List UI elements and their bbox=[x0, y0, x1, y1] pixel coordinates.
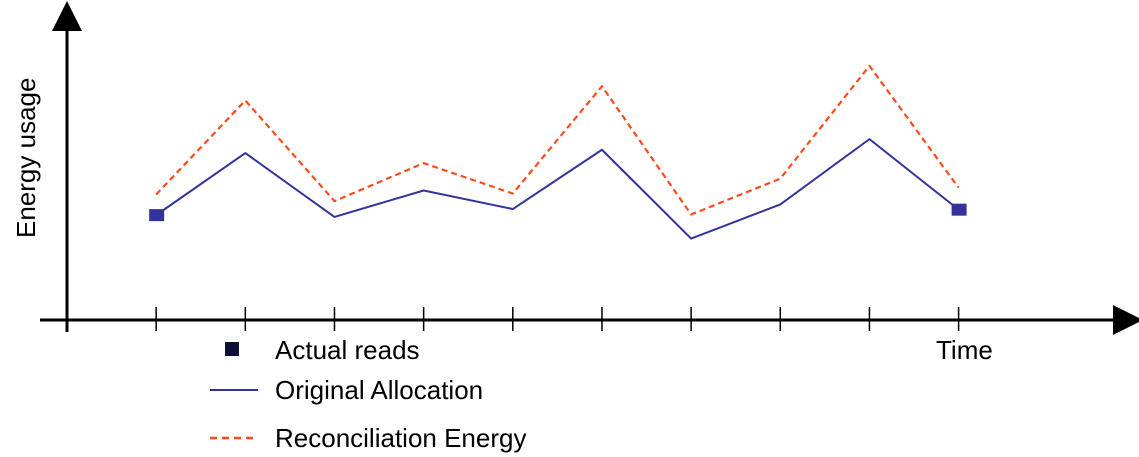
y-axis-label: Energy usage bbox=[11, 78, 41, 238]
x-axis-label: Time bbox=[936, 335, 993, 365]
series-line-reconciliation-energy bbox=[155, 64, 960, 216]
x-axis-ticks bbox=[155, 307, 960, 331]
legend-reconciliation-energy-label: Reconciliation Energy bbox=[275, 423, 526, 453]
series-layer bbox=[155, 64, 960, 240]
actual-reads-layer bbox=[149, 203, 967, 222]
legend-actual-reads-label: Actual reads bbox=[275, 335, 420, 365]
series-line-original-allocation bbox=[155, 138, 960, 240]
legend-original-allocation-label: Original Allocation bbox=[275, 375, 483, 405]
actual-read-marker-1 bbox=[149, 209, 165, 222]
legend: Actual reads Original Allocation Reconci… bbox=[210, 335, 526, 453]
legend-actual-reads-marker bbox=[225, 342, 239, 356]
actual-read-marker-2 bbox=[951, 203, 967, 216]
